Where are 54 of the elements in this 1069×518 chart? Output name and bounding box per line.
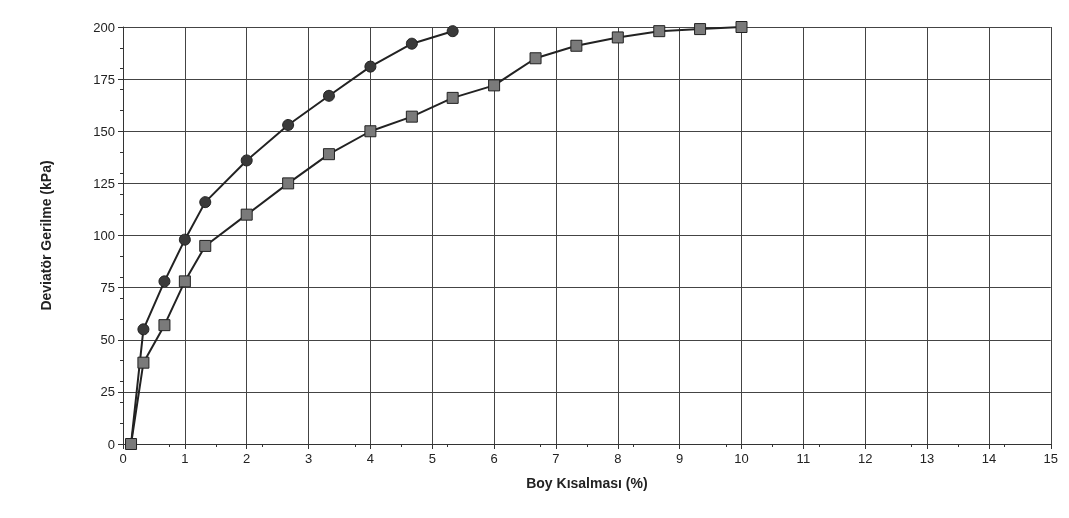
point <box>446 25 459 38</box>
point <box>178 275 191 288</box>
y-tick-label: 75 <box>100 280 115 296</box>
point <box>199 239 212 252</box>
point <box>158 319 171 332</box>
point <box>405 110 418 123</box>
y-tick-label: 100 <box>93 228 115 243</box>
point <box>653 25 666 38</box>
point <box>240 208 253 221</box>
x-tick-label: 15 <box>1043 451 1058 466</box>
x-tick-label: 10 <box>734 451 749 466</box>
point <box>158 275 171 288</box>
y-tick-label: 125 <box>93 175 115 191</box>
point <box>405 37 418 50</box>
y-tick-label: 50 <box>100 332 115 348</box>
point <box>446 91 459 104</box>
point <box>322 89 335 102</box>
x-tick-label: 0 <box>119 451 127 466</box>
y-tick-label: 200 <box>93 19 115 35</box>
point <box>694 23 707 36</box>
x-tick-label: 6 <box>490 451 498 466</box>
point <box>488 79 501 92</box>
x-tick-label: 2 <box>243 451 251 466</box>
point <box>199 196 212 209</box>
point <box>364 60 377 73</box>
point <box>529 52 542 65</box>
y-tick-label: 0 <box>107 436 115 452</box>
y-tick-label: 175 <box>93 71 115 87</box>
point <box>282 177 295 190</box>
x-tick-label: 9 <box>676 451 684 466</box>
point <box>735 21 748 33</box>
x-tick-label: 8 <box>614 451 622 466</box>
x-tick-label: 4 <box>366 451 375 466</box>
point <box>240 154 253 167</box>
x-tick-label: 13 <box>919 451 935 466</box>
x-axis-title: Boy Kısalması (%) <box>526 475 648 491</box>
point <box>137 356 150 369</box>
x-tick-label: 1 <box>181 451 189 466</box>
point <box>322 148 335 161</box>
point <box>364 125 377 138</box>
x-tick-label: 7 <box>552 451 560 466</box>
x-tick-label: 3 <box>304 451 313 466</box>
x-tick-label: 12 <box>857 451 873 466</box>
x-tick-label: 5 <box>428 451 436 466</box>
x-tick-label: 14 <box>981 451 997 466</box>
y-tick-label: 150 <box>93 123 115 139</box>
point <box>611 31 624 44</box>
x-tick-label: 11 <box>796 451 811 466</box>
y-tick-label: 25 <box>100 384 115 400</box>
point <box>570 39 583 52</box>
point <box>137 323 150 336</box>
y-axis-title: Deviatör Gerilme (kPa) <box>38 160 54 311</box>
point <box>282 119 295 131</box>
point <box>178 233 191 246</box>
